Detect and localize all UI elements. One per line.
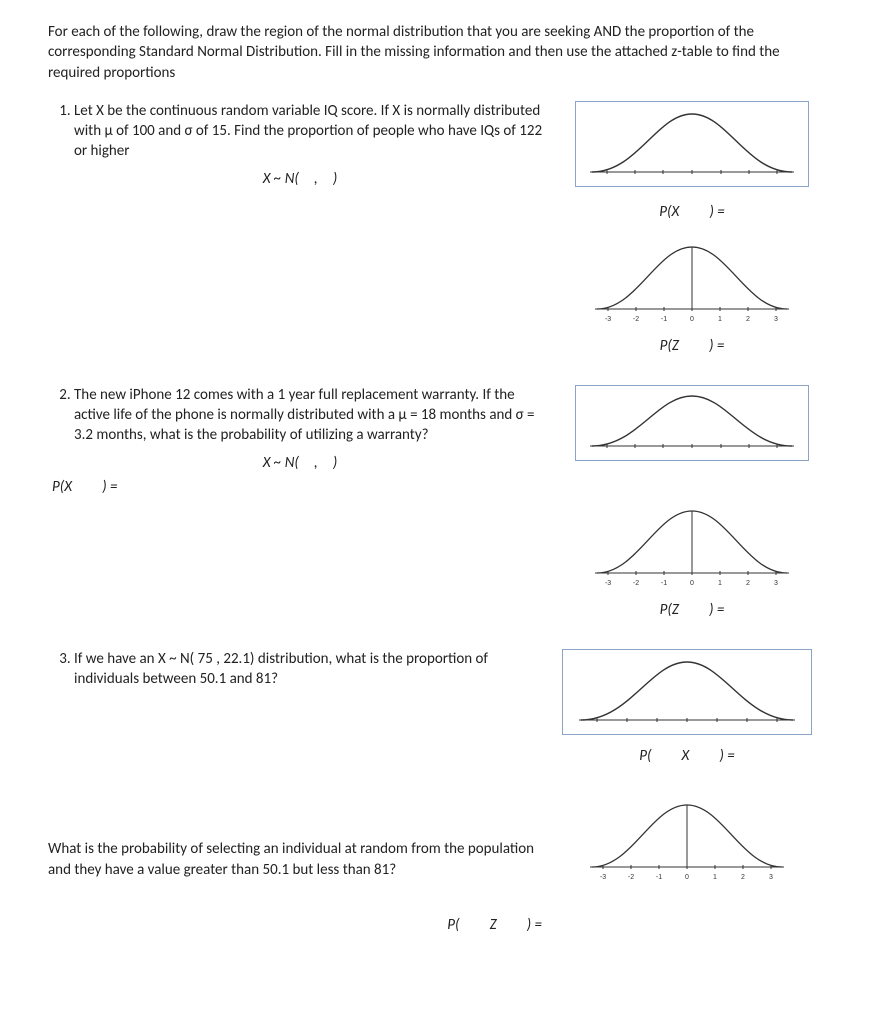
- svg-text:1: 1: [718, 316, 722, 323]
- q3-pz: P( Z ) =: [48, 916, 542, 934]
- q1-standard-normal-curve: -3 -2 -1 0 1 2 3: [587, 237, 797, 329]
- q1-pz: P(Z ) =: [660, 337, 725, 355]
- q2-dist: X ~ N( , ): [48, 454, 552, 472]
- svg-text:-1: -1: [661, 316, 667, 323]
- q3-text: If we have an X ~ N( 75 , 22.1) distribu…: [74, 649, 542, 690]
- svg-text:-3: -3: [605, 316, 611, 323]
- q3-px: P( X ) =: [552, 747, 822, 765]
- q1-text: Let X be the continuous random variable …: [74, 101, 552, 162]
- svg-text:-3: -3: [600, 874, 606, 881]
- svg-text:-1: -1: [656, 874, 662, 881]
- problem-2: The new iPhone 12 comes with a 1 year fu…: [48, 385, 822, 619]
- q2-px: P(X ) =: [52, 478, 552, 496]
- q2-text: The new iPhone 12 comes with a 1 year fu…: [74, 385, 552, 446]
- q1-px: P(X ) =: [659, 203, 725, 221]
- svg-text:0: 0: [685, 874, 689, 881]
- svg-text:2: 2: [746, 316, 750, 323]
- q1-normal-curve-box: [575, 101, 809, 187]
- svg-text:-2: -2: [633, 316, 639, 323]
- q1-dist: X ~ N( , ): [48, 170, 552, 188]
- svg-text:1: 1: [718, 580, 722, 587]
- intro-text: For each of the following, draw the regi…: [48, 22, 822, 83]
- q3-normal-curve-box: [562, 649, 812, 735]
- q2-pz: P(Z ) =: [660, 601, 725, 619]
- svg-text:1: 1: [713, 874, 717, 881]
- q2-normal-curve-box: [575, 385, 809, 461]
- svg-text:0: 0: [690, 316, 694, 323]
- svg-text:3: 3: [774, 316, 778, 323]
- svg-text:3: 3: [769, 874, 773, 881]
- svg-text:0: 0: [690, 580, 694, 587]
- svg-text:-2: -2: [628, 874, 634, 881]
- svg-text:-2: -2: [633, 580, 639, 587]
- svg-text:-1: -1: [661, 580, 667, 587]
- svg-text:-3: -3: [605, 580, 611, 587]
- q3-standard-normal-curve: -3 -2 -1 0 1 2 3: [582, 795, 792, 887]
- q3-sub-question: What is the probability of selecting an …: [48, 839, 542, 880]
- svg-text:3: 3: [774, 580, 778, 587]
- svg-text:2: 2: [746, 580, 750, 587]
- svg-text:2: 2: [741, 874, 745, 881]
- problem-3: If we have an X ~ N( 75 , 22.1) distribu…: [48, 649, 822, 940]
- q2-standard-normal-curve: -3 -2 -1 0 1 2 3: [587, 501, 797, 593]
- problem-1: Let X be the continuous random variable …: [48, 101, 822, 355]
